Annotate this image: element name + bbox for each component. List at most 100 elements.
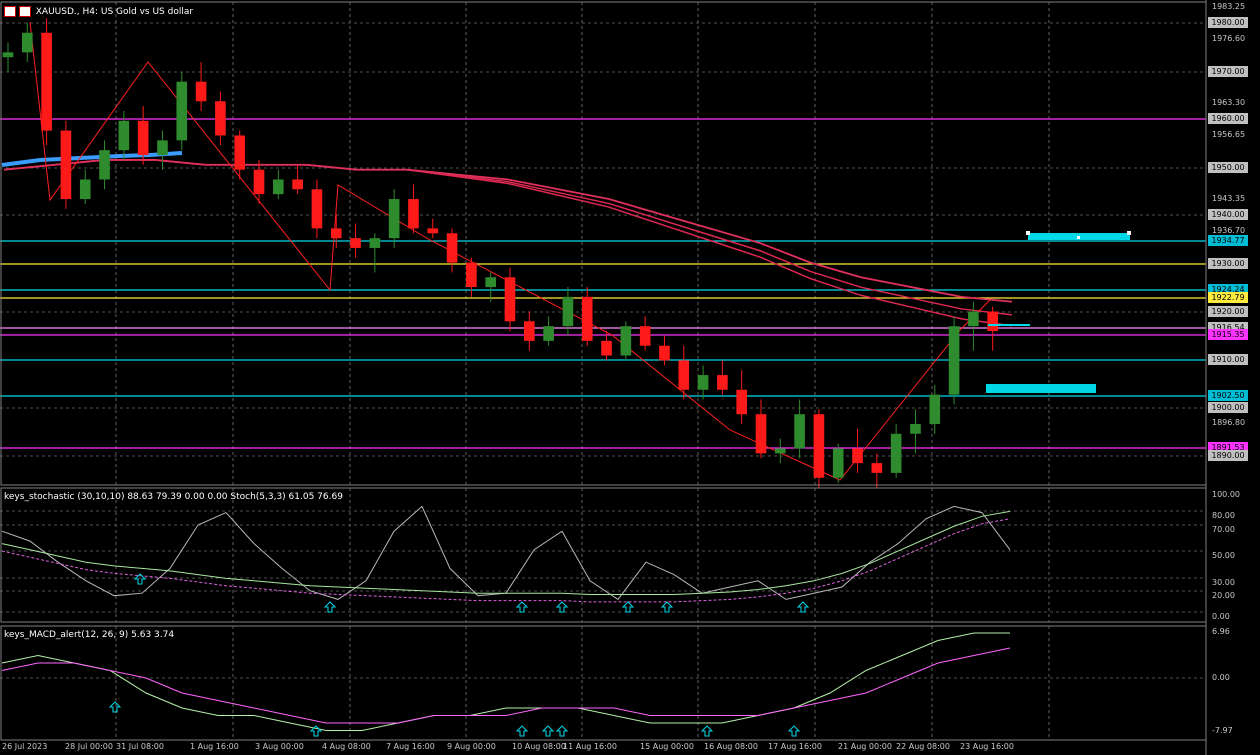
candle-body bbox=[523, 321, 535, 341]
stoch-axis-label: 70.00 bbox=[1212, 525, 1235, 534]
up-arrow-icon bbox=[515, 725, 529, 737]
candle-body bbox=[890, 433, 902, 473]
candle-body bbox=[736, 389, 748, 415]
up-arrow-icon bbox=[108, 701, 122, 713]
candle-body bbox=[272, 179, 284, 195]
stoch-axis-label: 0.00 bbox=[1212, 612, 1230, 621]
price-tag: 1930.00 bbox=[1208, 258, 1248, 269]
up-arrow-icon bbox=[133, 573, 147, 585]
candle-body bbox=[620, 326, 632, 356]
up-arrow-icon bbox=[555, 725, 569, 737]
candle-body bbox=[253, 169, 265, 195]
candle-body bbox=[466, 262, 477, 288]
time-axis-label: 9 Aug 00:00 bbox=[447, 742, 496, 751]
stoch-axis-label: 20.00 bbox=[1212, 591, 1235, 600]
candle-body bbox=[311, 189, 323, 229]
candle-body bbox=[948, 326, 960, 395]
up-arrow-icon bbox=[515, 601, 529, 613]
price-tag: 1890.00 bbox=[1208, 450, 1248, 461]
candle-body bbox=[292, 179, 303, 190]
candle-body bbox=[929, 394, 941, 424]
up-arrow-icon bbox=[541, 725, 555, 737]
price-tag: 1940.00 bbox=[1208, 209, 1248, 220]
price-tag: 1902.50 bbox=[1208, 390, 1248, 401]
price-axis-label: 1963.30 bbox=[1212, 98, 1246, 107]
zone-handle bbox=[1127, 231, 1131, 235]
time-axis-label: 11 Aug 16:00 bbox=[563, 742, 617, 751]
moving-averages bbox=[1, 151, 1013, 327]
time-axis-label: 21 Aug 00:00 bbox=[838, 742, 892, 751]
up-arrow-icon bbox=[700, 725, 714, 737]
candle-body bbox=[369, 238, 381, 248]
candle-body bbox=[581, 296, 593, 341]
stochastic-title: keys_stochastic (30,10,10) 88.63 79.39 0… bbox=[4, 492, 343, 502]
up-arrow-icon bbox=[323, 601, 337, 613]
chart-header: XAUUSD., H4: US Gold vs US dollar bbox=[4, 6, 193, 17]
time-axis-label: 16 Aug 08:00 bbox=[704, 742, 758, 751]
candle-body bbox=[60, 130, 72, 200]
candle-body bbox=[99, 150, 110, 180]
candle-body bbox=[794, 414, 805, 449]
chart-title: XAUUSD., H4: US Gold vs US dollar bbox=[35, 7, 194, 17]
price-axis-label: 1936.70 bbox=[1212, 226, 1246, 235]
price-tag: 1915.35 bbox=[1208, 329, 1248, 340]
macd-subwindow bbox=[1, 632, 1011, 731]
candle-body bbox=[832, 448, 844, 478]
stochastic-subwindow bbox=[1, 505, 1011, 603]
candle-body bbox=[2, 52, 14, 58]
candle-body bbox=[659, 345, 670, 361]
support-zone bbox=[986, 384, 1096, 393]
candle-body bbox=[446, 233, 458, 263]
price-tag: 1910.00 bbox=[1208, 354, 1248, 365]
candle-body bbox=[350, 238, 361, 248]
zone-handle bbox=[1026, 231, 1030, 235]
candle-body bbox=[388, 199, 400, 239]
time-axis-label: 3 Aug 00:00 bbox=[255, 742, 304, 751]
candle-body bbox=[330, 228, 342, 239]
cyan-zones[interactable] bbox=[986, 231, 1131, 393]
up-arrow-icon bbox=[309, 725, 323, 737]
candle-body bbox=[871, 463, 883, 473]
up-arrow-icon bbox=[555, 601, 569, 613]
candle-body bbox=[137, 120, 149, 156]
candle-body bbox=[774, 448, 786, 454]
candle-body bbox=[852, 448, 863, 464]
candle-body bbox=[79, 179, 91, 200]
candle-body bbox=[813, 414, 825, 478]
price-tag: 1900.00 bbox=[1208, 402, 1248, 413]
price-tag: 1934.77 bbox=[1208, 235, 1248, 246]
ma-fast bbox=[3, 159, 1013, 303]
candle-body bbox=[755, 414, 767, 454]
candle-body bbox=[697, 375, 709, 390]
time-axis-label: 10 Aug 08:00 bbox=[512, 742, 566, 751]
stoch-signal-line bbox=[1, 510, 1011, 595]
candle-body bbox=[176, 81, 188, 141]
candle-body bbox=[195, 81, 207, 102]
candle-body bbox=[427, 228, 439, 234]
candle-body bbox=[543, 326, 554, 341]
candle-body bbox=[504, 277, 516, 322]
chart-toolbar-icon[interactable] bbox=[4, 6, 16, 17]
price-tag: 1950.00 bbox=[1208, 162, 1248, 173]
candle-body bbox=[41, 32, 52, 131]
chart-type-icon[interactable] bbox=[18, 6, 31, 17]
candle-body bbox=[639, 326, 651, 346]
price-axis-label: 1896.80 bbox=[1212, 418, 1246, 427]
stoch-axis-label: 50.00 bbox=[1212, 551, 1235, 560]
stoch-axis-label: 80.00 bbox=[1212, 511, 1235, 520]
time-axis-label: 4 Aug 08:00 bbox=[322, 742, 371, 751]
candle-body bbox=[678, 360, 690, 390]
time-axis-label: 23 Aug 16:00 bbox=[960, 742, 1014, 751]
price-axis-label: 1983.25 bbox=[1212, 2, 1246, 11]
horizontal-levels[interactable] bbox=[0, 118, 1206, 449]
panel-frames bbox=[0, 0, 1207, 755]
candle-body bbox=[910, 423, 921, 434]
price-tag: 1920.00 bbox=[1208, 306, 1248, 317]
candle-body bbox=[601, 340, 612, 356]
candle-body bbox=[717, 375, 728, 390]
up-arrow-icon bbox=[796, 601, 810, 613]
candle-body bbox=[987, 311, 999, 332]
candle-body bbox=[485, 277, 497, 288]
